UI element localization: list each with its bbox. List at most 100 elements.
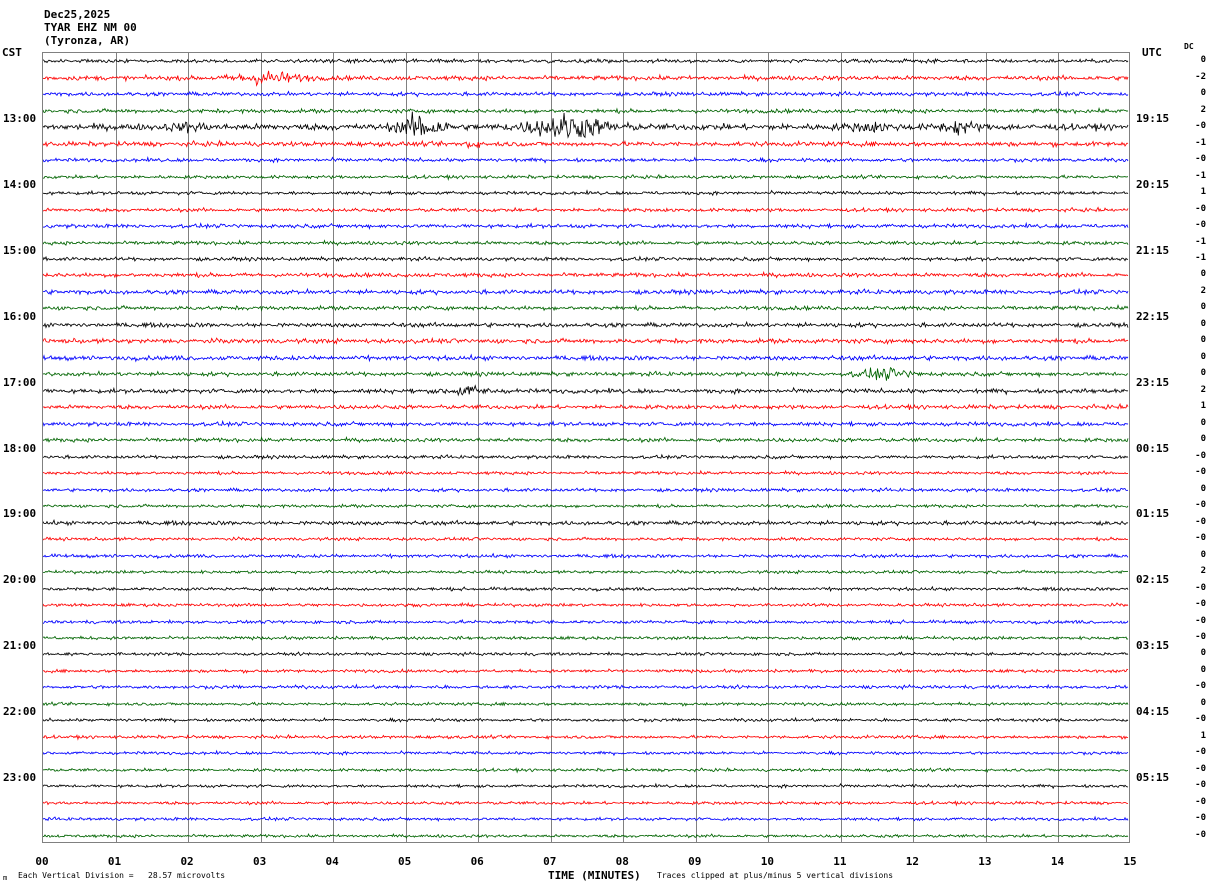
seismic-trace-36 [43,624,1129,684]
helicorder-plot[interactable] [42,52,1130,843]
grid-line-minute-5 [405,53,407,842]
grid-line-minute-6 [478,53,480,842]
dc-offset-value-0: 0 [1200,55,1206,66]
seismic-trace-13 [43,245,1129,305]
seismic-trace-29 [43,509,1129,569]
cst-time-label-1300: 13:00 [3,111,37,125]
x-tick-label-14: 14 [1050,855,1065,868]
utc-time-label-2215: 22:15 [1136,309,1170,323]
dc-offset-value-33: -0 [1195,599,1206,610]
x-tick-label-08: 08 [615,855,629,868]
seismic-trace-39 [43,674,1129,734]
dc-offset-value-18: 0 [1200,351,1206,362]
cst-time-label-2100: 21:00 [3,639,37,653]
utc-time-label-0415: 04:15 [1136,705,1170,719]
dc-offset-value-19: 0 [1200,368,1206,379]
dc-offset-value-9: -0 [1195,203,1206,214]
dc-offset-value-30: 0 [1200,549,1206,560]
seismic-trace-23 [43,410,1129,470]
seismic-trace-32 [43,559,1129,619]
seismic-trace-24 [43,427,1129,487]
dc-column-header: DC [1184,42,1194,51]
x-tick-label-10: 10 [760,855,774,868]
grid-line-minute-9 [695,53,697,842]
utc-time-label-0315: 03:15 [1136,639,1170,653]
x-tick-label-05: 05 [398,855,412,868]
seismic-trace-8 [43,163,1129,223]
clip-note: Traces clipped at plus/minus 5 vertical … [657,871,894,880]
cst-time-label-2300: 23:00 [3,771,37,785]
station-location: (Tyronza, AR) [44,34,131,47]
grid-line-minute-8 [623,53,625,842]
x-tick-label-15: 15 [1123,855,1137,868]
m-marker: m [3,874,8,882]
record-date: Dec25,2025 [44,8,111,21]
dc-offset-value-34: -0 [1195,615,1206,626]
seismic-trace-41 [43,707,1129,767]
seismic-trace-47 [43,806,1129,843]
cst-time-label-1400: 14:00 [3,177,37,191]
seismic-trace-7 [43,147,1129,207]
grid-line-minute-3 [260,53,262,842]
seismic-trace-40 [43,690,1129,750]
dc-offset-value-23: 0 [1200,434,1206,445]
seismic-trace-0 [43,52,1129,91]
dc-offset-value-39: 0 [1200,697,1206,708]
cst-time-label-2000: 20:00 [3,573,37,587]
seismic-trace-9 [43,180,1129,240]
dc-offset-value-45: -0 [1195,796,1206,807]
dc-offset-value-22: 0 [1200,417,1206,428]
dc-offset-value-43: -0 [1195,763,1206,774]
dc-offset-value-38: -0 [1195,681,1206,692]
cst-time-label-1600: 16:00 [3,309,37,323]
seismic-trace-10 [43,196,1129,256]
seismic-trace-37 [43,641,1129,701]
seismic-trace-44 [43,756,1129,816]
grid-line-minute-4 [333,53,335,842]
dc-offset-value-10: -0 [1195,220,1206,231]
dc-offset-value-35: -0 [1195,632,1206,642]
dc-offset-value-26: 0 [1200,483,1206,494]
dc-offset-value-42: -0 [1195,747,1206,758]
dc-offset-value-41: 1 [1200,730,1206,741]
dc-offset-value-20: 2 [1200,384,1206,395]
x-tick-label-11: 11 [833,855,847,868]
dc-offset-value-1: -2 [1195,71,1206,82]
dc-offset-value-4: -0 [1195,121,1206,132]
dc-offset-value-12: -1 [1195,252,1206,263]
cst-time-label-1500: 15:00 [3,243,37,257]
vertical-division-note: Each Vertical Division = 28.57 microvolt… [18,871,226,880]
grid-line-minute-1 [115,53,117,842]
dc-offset-value-3: 2 [1200,104,1206,115]
dc-offset-value-14: 2 [1200,285,1206,296]
seismic-trace-15 [43,278,1129,338]
utc-time-label-0515: 05:15 [1136,771,1170,785]
x-tick-label-12: 12 [905,855,920,868]
grid-line-minute-7 [550,53,552,842]
seismic-trace-28 [43,493,1129,553]
dc-offset-value-5: -1 [1195,137,1206,148]
cst-time-label-1800: 18:00 [3,441,37,455]
seismic-trace-4 [43,97,1129,157]
cst-time-label-2200: 22:00 [3,705,37,719]
x-tick-label-13: 13 [978,855,992,868]
seismic-trace-26 [43,460,1129,520]
x-tick-label-09: 09 [688,855,702,868]
x-tick-label-04: 04 [325,855,339,868]
grid-line-minute-13 [985,53,987,842]
seismic-trace-38 [43,657,1129,717]
utc-time-label-0115: 01:15 [1136,507,1170,521]
seismic-trace-18 [43,328,1129,388]
seismic-trace-33 [43,575,1129,635]
seismic-trace-30 [43,526,1129,586]
dc-offset-value-31: 2 [1200,566,1206,577]
seismic-trace-27 [43,476,1129,536]
dc-offset-value-44: -0 [1195,780,1206,791]
seismic-trace-42 [43,723,1129,783]
x-axis-ticks [42,843,1130,855]
dc-offset-value-17: 0 [1200,335,1206,346]
dc-offset-value-40: -0 [1195,714,1206,725]
dc-offset-value-15: 0 [1200,302,1206,313]
seismic-trace-31 [43,542,1129,602]
